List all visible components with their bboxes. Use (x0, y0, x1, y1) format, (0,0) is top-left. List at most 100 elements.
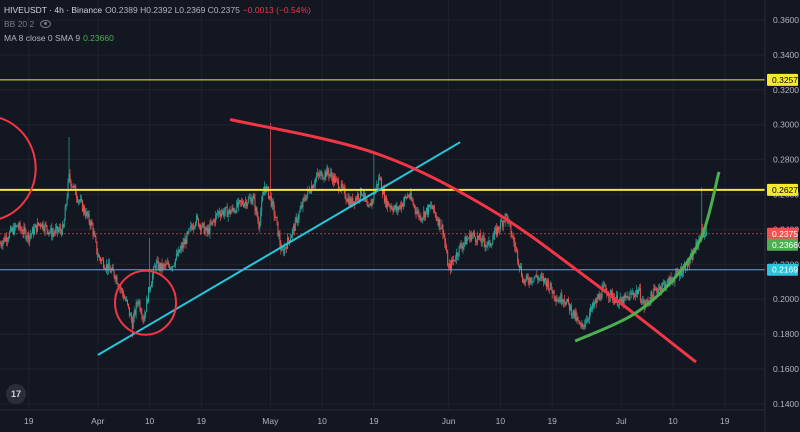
candle (540, 275, 542, 279)
candle (37, 222, 39, 225)
candle (666, 280, 668, 286)
price-tag-label: 0.2627 (772, 185, 798, 195)
eye-icon[interactable] (40, 20, 52, 28)
candle (358, 194, 360, 200)
candle (314, 178, 316, 184)
candle (624, 295, 626, 298)
candle (645, 300, 647, 305)
candle (562, 302, 564, 304)
candle (4, 237, 6, 242)
candle (548, 288, 550, 290)
candle (581, 323, 583, 327)
candle (515, 247, 517, 248)
candle (360, 188, 362, 196)
candle (471, 234, 473, 241)
candle (230, 211, 232, 215)
candle (139, 301, 141, 310)
candle (627, 296, 629, 298)
candle (201, 223, 203, 228)
candle (398, 207, 400, 211)
green-arc-drawing (574, 171, 721, 343)
ma-indicator-label[interactable]: MA 8 close 0 SMA 9 (4, 33, 81, 43)
tradingview-logo[interactable]: 17 (6, 384, 26, 404)
candle (443, 234, 445, 237)
candle (29, 235, 31, 242)
candle (36, 222, 38, 232)
candle (69, 173, 71, 181)
candle (461, 246, 463, 249)
candle (519, 264, 521, 269)
candle (696, 241, 698, 243)
candle (570, 305, 572, 316)
candle (247, 198, 249, 204)
candle (511, 234, 513, 237)
candle (172, 265, 174, 269)
candle (259, 222, 261, 228)
candle (163, 264, 165, 266)
candle (537, 277, 539, 280)
candle (327, 167, 329, 173)
x-tick-label: Jul (616, 416, 627, 426)
candle (124, 298, 126, 300)
candle (518, 260, 520, 265)
candle (73, 185, 75, 188)
candle (662, 282, 664, 284)
candle (291, 229, 293, 236)
candle (346, 200, 348, 202)
candle (413, 204, 415, 206)
candle (476, 235, 478, 243)
candle (498, 229, 500, 230)
candle (196, 215, 198, 219)
candle (306, 194, 308, 201)
candle (237, 202, 239, 207)
candle (209, 223, 211, 234)
candle (423, 211, 425, 218)
candle (362, 194, 364, 197)
candle (42, 222, 44, 230)
candle (568, 303, 570, 311)
candle (643, 300, 645, 308)
candle (478, 234, 480, 239)
candle (223, 212, 225, 216)
candle (513, 237, 515, 243)
candle (116, 276, 118, 284)
candle (448, 266, 450, 268)
candle (522, 280, 524, 283)
candle (345, 197, 347, 201)
candle (451, 260, 453, 270)
candle (268, 195, 270, 199)
candle (412, 201, 414, 205)
candle (516, 247, 518, 251)
candle (571, 314, 573, 316)
candle (553, 290, 555, 298)
candle (682, 273, 684, 276)
candle (121, 289, 123, 290)
candle (164, 264, 166, 267)
candle (205, 227, 207, 230)
candle (435, 214, 437, 219)
candle (53, 232, 55, 234)
symbol-label[interactable]: HIVEUSDT · 4h · Binance (4, 5, 103, 15)
candle (454, 259, 456, 261)
candle (319, 173, 321, 177)
candle (19, 222, 21, 229)
candle (543, 276, 545, 283)
candle (386, 201, 388, 208)
candle (276, 217, 278, 222)
candle (196, 215, 198, 223)
candle (611, 290, 613, 293)
candle (529, 277, 531, 284)
candle (41, 222, 43, 228)
candle (415, 210, 417, 214)
candle (520, 266, 522, 269)
candle (469, 233, 471, 239)
candle (207, 228, 209, 233)
price-axis (765, 0, 800, 432)
candle (105, 264, 107, 270)
candle (419, 216, 421, 218)
candle (348, 197, 350, 206)
bb-indicator-label[interactable]: BB 20 2 (4, 19, 35, 29)
candle (51, 227, 53, 237)
y-tick-label: 0.3200 (773, 85, 799, 95)
